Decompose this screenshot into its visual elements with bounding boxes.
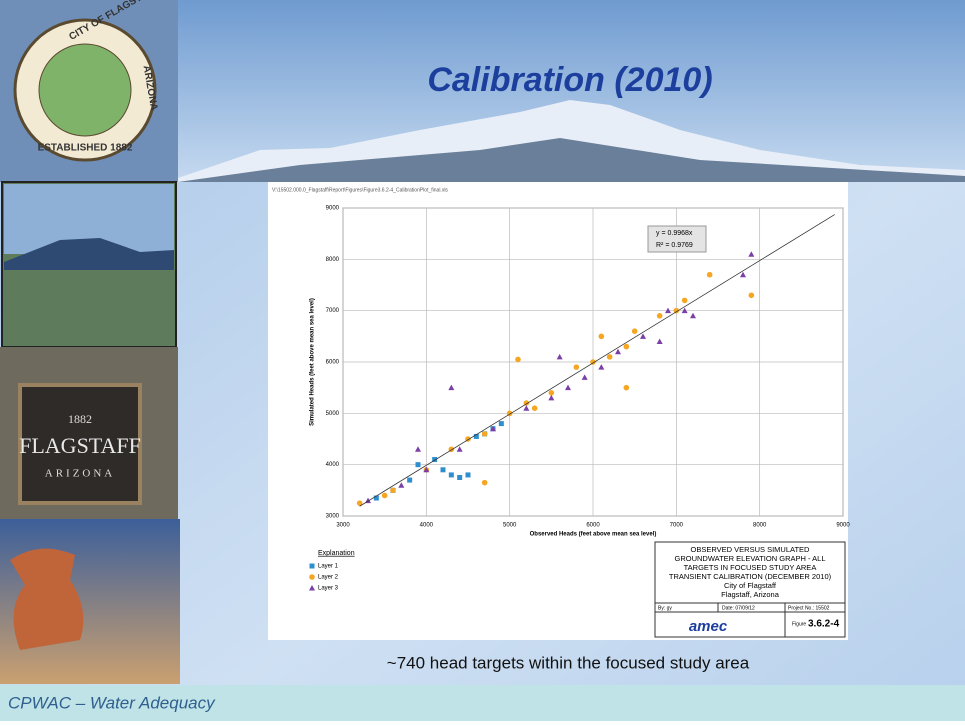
by: By: gy [658, 605, 672, 611]
y-axis-label: Simulated Heads (feet above mean sea lev… [310, 298, 316, 426]
legend-title: Explanation [318, 550, 355, 557]
slide: CITY OF FLAGSTAFF ARIZONA ESTABLISHED 18… [0, 0, 965, 721]
title-block-line: TARGETS IN FOCUSED STUDY AREA [684, 563, 817, 572]
point [549, 390, 555, 396]
caption: ~740 head targets within the focused stu… [387, 653, 750, 672]
point [416, 462, 421, 467]
point [607, 354, 613, 360]
x-tick-label: 9000 [836, 523, 850, 529]
y-tick-label: 5000 [326, 411, 340, 417]
x-tick-label: 6000 [586, 523, 600, 529]
point [624, 385, 630, 391]
point [466, 472, 471, 477]
r-squared: R² = 0.9769 [656, 242, 693, 249]
title-block-line: OBSERVED VERSUS SIMULATED [691, 545, 811, 554]
legend-label: Layer 2 [318, 575, 339, 581]
point [310, 564, 315, 569]
point [749, 292, 755, 298]
point [632, 328, 638, 334]
title-block-line: City of Flagstaff [724, 581, 777, 590]
title-block-line: TRANSIENT CALIBRATION (DECEMBER 2010) [669, 572, 832, 581]
title-block-line: GROUNDWATER ELEVATION GRAPH - ALL [675, 554, 826, 563]
point [574, 364, 580, 370]
date: Date: 07/09/12 [722, 605, 755, 611]
point [449, 472, 454, 477]
y-tick-label: 6000 [326, 360, 340, 366]
point [482, 431, 488, 437]
footer: CPWAC – Water Adequacy [8, 693, 216, 712]
x-tick-label: 8000 [753, 523, 767, 529]
point [499, 421, 504, 426]
point [390, 488, 396, 494]
x-axis-label: Observed Heads (feet above mean sea leve… [530, 532, 657, 538]
legend-label: Layer 1 [318, 564, 339, 570]
seal-center [39, 44, 131, 136]
point [407, 478, 412, 483]
figure-number: 3.6.2-4 [808, 619, 840, 630]
file-path: V:\15502.000.0_Flagstaff\Report\Figures\… [272, 187, 448, 193]
rock [10, 549, 83, 650]
y-tick-label: 7000 [326, 308, 340, 314]
seal-text: ESTABLISHED 1882 [38, 143, 133, 154]
y-tick-label: 9000 [326, 206, 340, 212]
x-tick-label: 5000 [503, 523, 517, 529]
x-tick-label: 4000 [420, 523, 434, 529]
sign-text: FLAGSTAFF [19, 433, 141, 458]
project: Project No.: 15502 [788, 605, 830, 611]
point [482, 480, 488, 486]
legend-label: Layer 3 [318, 586, 339, 592]
y-tick-label: 8000 [326, 257, 340, 263]
point [309, 574, 315, 580]
point [441, 467, 446, 472]
equation: y = 0.9968x [656, 230, 693, 237]
y-tick-label: 3000 [326, 514, 340, 520]
chart: 3000 4000 5000 6000 7000 8000 9000 3000 4000 5000… [310, 206, 851, 538]
x-tick-label: 3000 [336, 523, 350, 529]
point [599, 334, 605, 340]
point [657, 313, 663, 319]
point [682, 298, 688, 304]
point [515, 357, 521, 363]
y-tick-label: 4000 [326, 462, 340, 468]
point [624, 344, 630, 350]
figure-label: Figure [792, 621, 806, 627]
point [382, 493, 388, 499]
title-block-line: Flagstaff, Arizona [721, 590, 780, 599]
point [532, 405, 538, 411]
company-logo: amec [689, 618, 728, 635]
point [707, 272, 713, 278]
x-tick-label: 7000 [670, 523, 684, 529]
sign-text: 1882 [68, 412, 92, 426]
slide-title: Calibration (2010) [427, 61, 712, 99]
point [457, 475, 462, 480]
sign-text: ARIZONA [45, 468, 116, 480]
